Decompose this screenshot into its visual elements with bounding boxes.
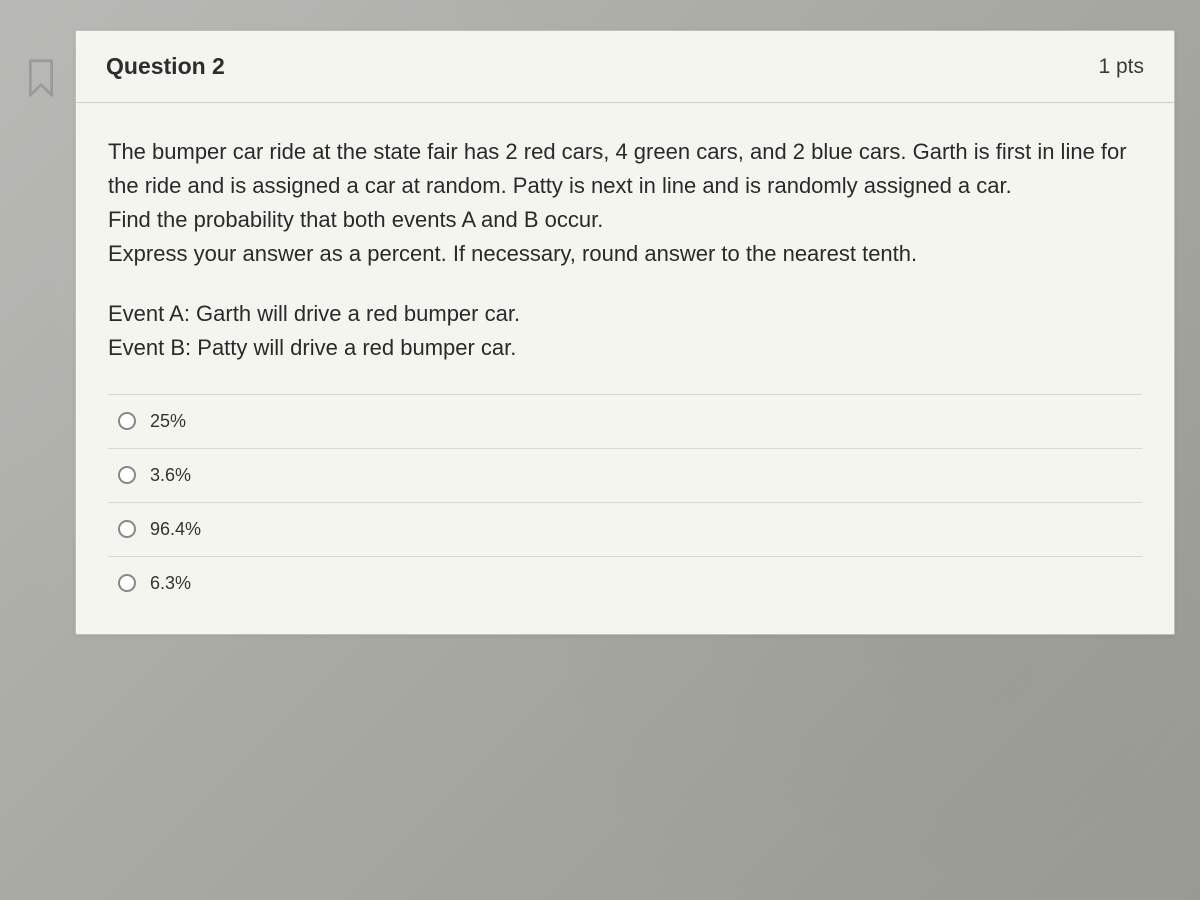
answer-option[interactable]: 25%	[108, 395, 1142, 449]
quiz-container: Question 2 1 pts The bumper car ride at …	[25, 30, 1175, 635]
question-points: 1 pts	[1098, 55, 1144, 79]
question-header: Question 2 1 pts	[76, 31, 1174, 103]
answer-label: 3.6%	[150, 465, 191, 486]
bookmark-icon[interactable]	[25, 58, 57, 98]
question-card: Question 2 1 pts The bumper car ride at …	[75, 30, 1175, 635]
answer-label: 25%	[150, 411, 186, 432]
question-title: Question 2	[106, 53, 225, 80]
answer-label: 6.3%	[150, 573, 191, 594]
question-body: The bumper car ride at the state fair ha…	[76, 103, 1174, 634]
radio-icon	[118, 466, 136, 484]
radio-icon	[118, 412, 136, 430]
answer-option[interactable]: 6.3%	[108, 557, 1142, 610]
radio-icon	[118, 574, 136, 592]
answer-list: 25% 3.6% 96.4% 6.3%	[108, 394, 1142, 610]
radio-icon	[118, 520, 136, 538]
answer-option[interactable]: 96.4%	[108, 503, 1142, 557]
answer-option[interactable]: 3.6%	[108, 449, 1142, 503]
question-events: Event A: Garth will drive a red bumper c…	[108, 297, 1142, 365]
question-text: The bumper car ride at the state fair ha…	[108, 135, 1142, 271]
answer-label: 96.4%	[150, 519, 201, 540]
